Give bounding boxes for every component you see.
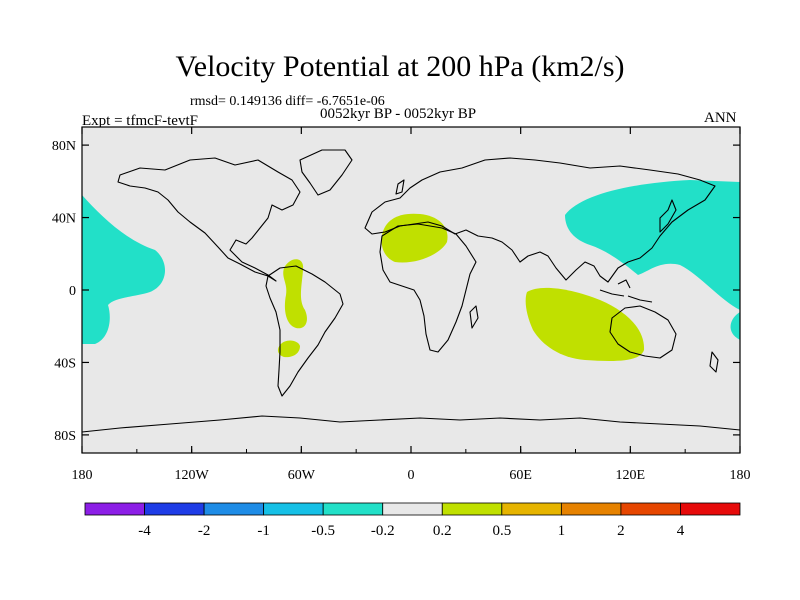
colorbar-swatch bbox=[680, 502, 741, 516]
coast-antarctica bbox=[82, 415, 740, 433]
colorbar-label: -1 bbox=[257, 523, 270, 539]
coast-new-zealand bbox=[709, 351, 719, 373]
x-axis-ticks: 180 120W 60W 0 60E 120E 180 bbox=[72, 127, 751, 483]
colorbar-swatch bbox=[501, 502, 562, 516]
colorbar-swatch bbox=[441, 502, 503, 516]
colorbar-label: -0.2 bbox=[371, 523, 395, 539]
y-tick-label: 40N bbox=[52, 212, 76, 227]
y-tick-label: 0 bbox=[69, 284, 76, 299]
x-tick-label: 120E bbox=[616, 468, 646, 483]
coast-north-america bbox=[117, 157, 301, 282]
x-tick-label: 60E bbox=[509, 468, 532, 483]
stats-text: rmsd= 0.149136 diff= -6.7651e-06 bbox=[190, 94, 385, 109]
colorbar-label: 1 bbox=[558, 523, 566, 539]
colorbar-swatch bbox=[382, 502, 443, 516]
coast-eurasia bbox=[364, 157, 716, 283]
colorbar-label: 2 bbox=[617, 523, 625, 539]
colorbar-swatch bbox=[144, 502, 205, 516]
y-axis-ticks: 80N 40N 0 40S 80S bbox=[52, 139, 740, 444]
negative-region-north-pacific bbox=[565, 180, 740, 310]
colorbar-label: 0.2 bbox=[433, 523, 452, 539]
coast-africa bbox=[379, 223, 477, 353]
negative-region-dateline-west bbox=[82, 195, 166, 344]
experiment-label: Expt = tfmcF-tevtF bbox=[82, 113, 198, 129]
x-tick-label: 120W bbox=[175, 468, 210, 483]
y-tick-label: 80S bbox=[54, 429, 76, 444]
coast-greenland bbox=[299, 149, 353, 196]
colorbar-label: -0.5 bbox=[311, 523, 335, 539]
y-tick-label: 80N bbox=[52, 139, 76, 154]
colorbar-swatch bbox=[203, 502, 265, 516]
colorbar-label: 4 bbox=[677, 523, 685, 539]
positive-region-indian-ocean bbox=[525, 287, 645, 361]
x-tick-label: 180 bbox=[72, 468, 93, 483]
colorbar-label: -4 bbox=[138, 523, 151, 539]
season-label: ANN bbox=[704, 110, 737, 126]
map-background bbox=[82, 127, 740, 453]
colorbar-swatch bbox=[263, 502, 324, 516]
colorbar-swatch bbox=[84, 502, 145, 516]
x-tick-label: 0 bbox=[408, 468, 415, 483]
coast-uk bbox=[395, 179, 405, 195]
period-label: 0052kyr BP - 0052kyr BP bbox=[320, 106, 477, 122]
coast-australia bbox=[609, 305, 677, 359]
colorbar: -4 -2 -1 -0.5 -0.2 0.2 0.5 1 2 4 bbox=[84, 502, 741, 539]
x-tick-label: 60W bbox=[288, 468, 316, 483]
coast-madagascar bbox=[469, 305, 479, 329]
positive-region-south-america-north bbox=[283, 259, 307, 329]
coastlines bbox=[82, 149, 740, 433]
colorbar-label: 0.5 bbox=[492, 523, 511, 539]
coast-japan bbox=[659, 199, 677, 233]
positive-region-south-america-south bbox=[277, 340, 300, 358]
colorbar-swatch bbox=[322, 502, 384, 516]
colorbar-swatch bbox=[560, 502, 622, 516]
coast-indonesia bbox=[599, 279, 653, 303]
colorbar-swatch bbox=[620, 502, 681, 516]
coast-south-america bbox=[265, 265, 344, 397]
y-tick-label: 40S bbox=[54, 356, 76, 371]
colorbar-label: -2 bbox=[198, 523, 211, 539]
map-title: Velocity Potential at 200 hPa (km2/s) bbox=[175, 50, 625, 83]
negative-region-dateline-east bbox=[730, 312, 740, 340]
x-tick-label: 180 bbox=[730, 468, 751, 483]
